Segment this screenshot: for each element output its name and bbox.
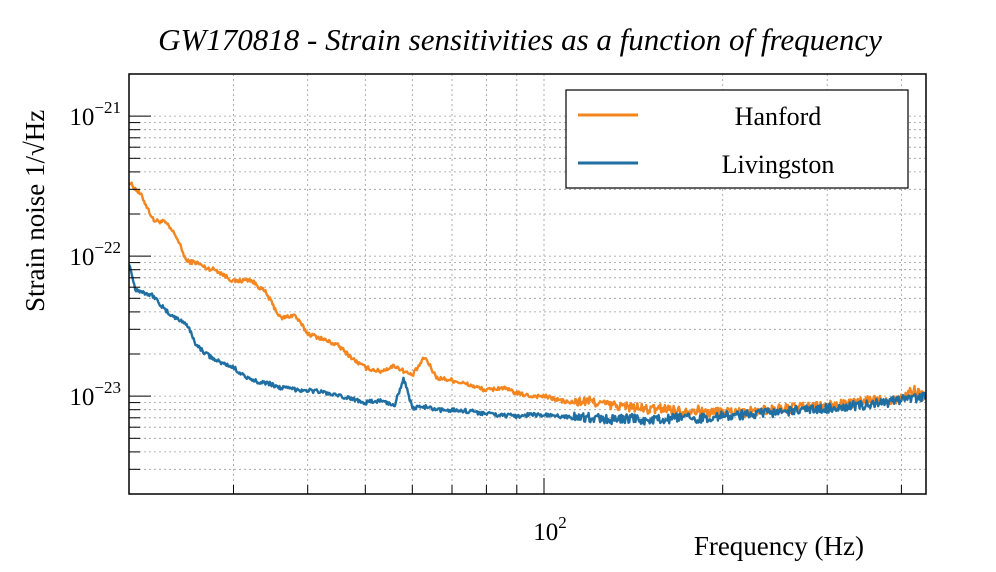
series-line-livingston (129, 264, 926, 426)
y-tick-label: 10−23 (69, 378, 121, 411)
legend: Hanford Livingston (565, 89, 909, 189)
y-tick-label: 10−21 (69, 98, 121, 131)
x-tick-label: 102 (533, 513, 567, 546)
y-tick-label: 10−22 (69, 238, 121, 271)
ticks (128, 73, 902, 495)
x-axis-label: Frequency (Hz) (694, 531, 864, 561)
series-layer (129, 181, 926, 426)
legend-label-livingston: Livingston (722, 150, 835, 179)
legend-box (565, 89, 909, 189)
chart-title: GW170818 - Strain sensitivities as a fun… (158, 22, 882, 57)
series-line-hanford (129, 181, 926, 419)
y-axis-label: Strain noise 1/√Hz (20, 110, 50, 312)
plot-frame (128, 73, 927, 495)
legend-label-hanford: Hanford (735, 102, 822, 131)
tick-labels: 10−21 10−22 10−23 102 (69, 98, 566, 546)
